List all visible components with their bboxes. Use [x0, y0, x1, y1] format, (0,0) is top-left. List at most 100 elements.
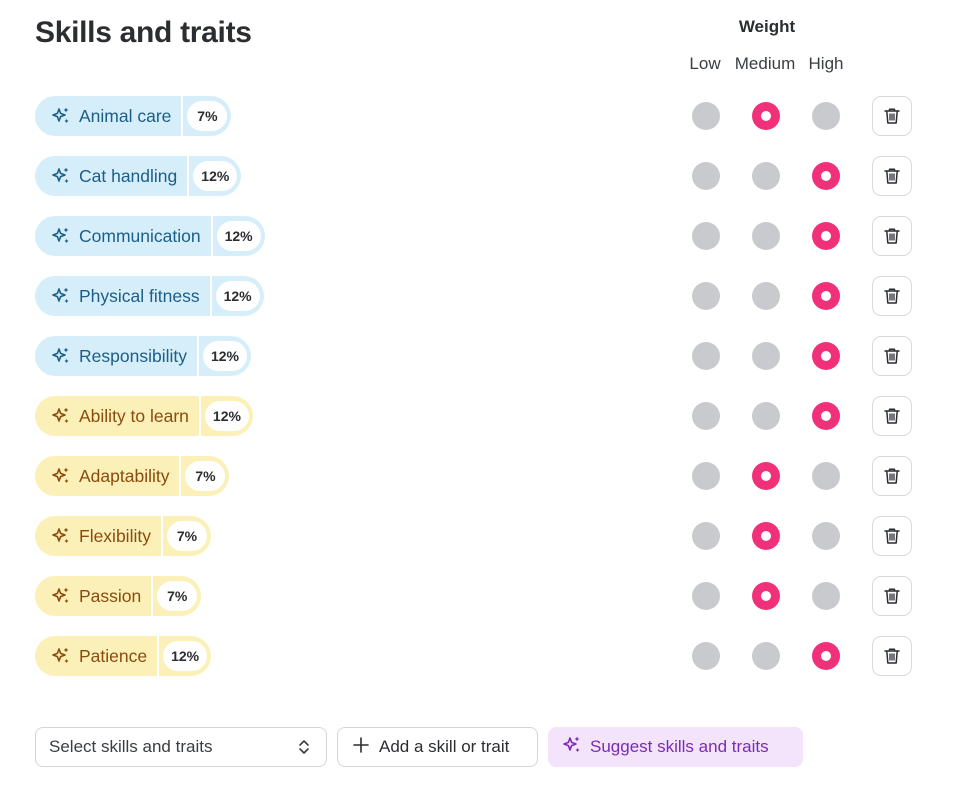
skill-row: Patience 12% [0, 635, 958, 677]
skill-chip[interactable]: Passion 7% [35, 576, 202, 616]
skill-chip[interactable]: Adaptability 7% [35, 456, 230, 496]
skill-percent-area: 12% [209, 276, 264, 316]
trash-icon [882, 226, 902, 246]
delete-skill-button[interactable] [872, 216, 912, 256]
skill-chip[interactable]: Patience 12% [35, 636, 212, 676]
trash-icon [882, 466, 902, 486]
weight-radio-high[interactable] [812, 642, 840, 670]
weight-radio-medium[interactable] [752, 522, 780, 550]
add-skill-button[interactable]: Add a skill or trait [337, 727, 538, 767]
weight-radio-low[interactable] [692, 102, 720, 130]
skill-name: Physical fitness [79, 285, 200, 306]
delete-skill-button[interactable] [872, 156, 912, 196]
skill-percent: 7% [187, 101, 228, 131]
weight-radio-high[interactable] [812, 342, 840, 370]
weight-radio-low[interactable] [692, 582, 720, 610]
skill-percent-area: 12% [210, 216, 265, 256]
delete-skill-button[interactable] [872, 396, 912, 436]
skill-row: Cat handling 12% [0, 155, 958, 197]
trash-icon [882, 106, 902, 126]
weight-radio-medium[interactable] [752, 162, 780, 190]
weight-radio-high[interactable] [812, 402, 840, 430]
skill-percent-area: 7% [160, 516, 211, 556]
skill-chip-name-area: Physical fitness [35, 276, 210, 316]
skill-name: Animal care [79, 105, 172, 126]
skill-percent: 7% [185, 461, 226, 491]
skill-chip[interactable]: Physical fitness 12% [35, 276, 264, 316]
skill-chip-name-area: Patience [35, 636, 158, 676]
sparkle-icon [51, 286, 71, 306]
sparkle-icon [51, 586, 71, 606]
delete-skill-button[interactable] [872, 276, 912, 316]
skill-name: Adaptability [79, 465, 170, 486]
skill-chip[interactable]: Cat handling 12% [35, 156, 242, 196]
skill-chip-name-area: Ability to learn [35, 396, 199, 436]
weight-radio-high[interactable] [812, 522, 840, 550]
chevron-up-down-icon [295, 738, 313, 761]
skill-percent: 12% [193, 161, 238, 191]
delete-skill-button[interactable] [872, 636, 912, 676]
skill-percent-area: 7% [181, 96, 232, 136]
skill-percent-area: 12% [157, 636, 212, 676]
skill-chip[interactable]: Animal care 7% [35, 96, 232, 136]
weight-radio-medium[interactable] [752, 282, 780, 310]
sparkle-icon [51, 166, 71, 186]
weight-radio-medium[interactable] [752, 402, 780, 430]
skill-row: Adaptability 7% [0, 455, 958, 497]
plus-icon [352, 736, 370, 759]
weight-radio-low[interactable] [692, 522, 720, 550]
skill-chip-name-area: Cat handling [35, 156, 188, 196]
weight-radio-medium[interactable] [752, 342, 780, 370]
skill-chip-name-area: Passion [35, 576, 152, 616]
weight-radio-medium[interactable] [752, 102, 780, 130]
weight-radio-medium[interactable] [752, 582, 780, 610]
sparkle-icon [51, 106, 71, 126]
delete-skill-button[interactable] [872, 96, 912, 136]
weight-radio-high[interactable] [812, 582, 840, 610]
trash-icon [882, 406, 902, 426]
skill-chip-name-area: Responsibility [35, 336, 197, 376]
weight-label-medium: Medium [734, 54, 796, 73]
weight-radio-low[interactable] [692, 402, 720, 430]
skill-percent: 12% [163, 641, 208, 671]
trash-icon [882, 346, 902, 366]
sparkle-icon [51, 466, 71, 486]
weight-radio-low[interactable] [692, 222, 720, 250]
skill-row: Ability to learn 12% [0, 395, 958, 437]
weight-radio-low[interactable] [692, 642, 720, 670]
skill-percent: 12% [216, 221, 261, 251]
weight-radio-high[interactable] [812, 462, 840, 490]
delete-skill-button[interactable] [872, 516, 912, 556]
weight-radio-low[interactable] [692, 282, 720, 310]
suggest-skills-button[interactable]: Suggest skills and traits [548, 727, 803, 767]
weight-radio-low[interactable] [692, 162, 720, 190]
skill-percent-area: 7% [179, 456, 230, 496]
weight-header: Weight [738, 17, 796, 36]
trash-icon [882, 286, 902, 306]
weight-radio-medium[interactable] [752, 462, 780, 490]
skill-percent: 12% [204, 401, 249, 431]
skill-percent-area: 7% [151, 576, 202, 616]
delete-skill-button[interactable] [872, 576, 912, 616]
skills-select[interactable]: Select skills and traits [35, 727, 327, 767]
skill-row: Communication 12% [0, 215, 958, 257]
skill-row: Flexibility 7% [0, 515, 958, 557]
weight-radio-high[interactable] [812, 282, 840, 310]
weight-radio-low[interactable] [692, 462, 720, 490]
skill-chip[interactable]: Responsibility 12% [35, 336, 251, 376]
skill-row: Animal care 7% [0, 95, 958, 137]
skill-chip[interactable]: Flexibility 7% [35, 516, 211, 556]
weight-radio-high[interactable] [812, 162, 840, 190]
skill-name: Passion [79, 585, 142, 606]
delete-skill-button[interactable] [872, 456, 912, 496]
weight-radio-medium[interactable] [752, 642, 780, 670]
weight-radio-high[interactable] [812, 102, 840, 130]
weight-radio-high[interactable] [812, 222, 840, 250]
skill-chip-name-area: Communication [35, 216, 211, 256]
skill-chip[interactable]: Ability to learn 12% [35, 396, 253, 436]
delete-skill-button[interactable] [872, 336, 912, 376]
weight-radio-medium[interactable] [752, 222, 780, 250]
suggest-skills-label: Suggest skills and traits [590, 737, 769, 756]
weight-radio-low[interactable] [692, 342, 720, 370]
skill-chip[interactable]: Communication 12% [35, 216, 265, 256]
